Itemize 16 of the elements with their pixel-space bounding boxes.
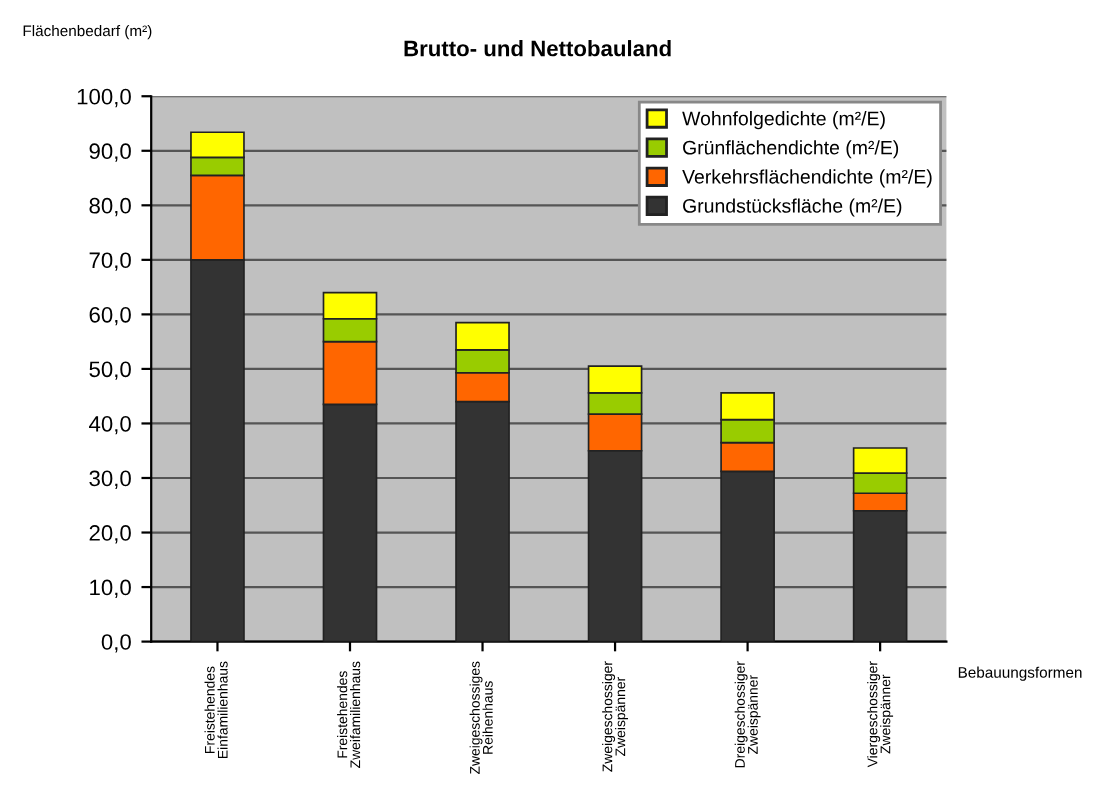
y-tick-label: 50,0 bbox=[89, 361, 131, 380]
y-tick-label: 0,0 bbox=[101, 634, 131, 653]
y-tick-label: 20,0 bbox=[89, 525, 131, 544]
y-tick-label: 70,0 bbox=[89, 252, 131, 271]
y-tick-label: 40,0 bbox=[89, 415, 131, 435]
legend-label: Wohnfolgedichte (m²/E) bbox=[682, 111, 885, 130]
y-tick-label: 10,0 bbox=[90, 579, 131, 598]
y-tick-label: 100,0 bbox=[77, 88, 131, 108]
y-tick-label: 60,0 bbox=[89, 306, 131, 326]
y-tick-label: 90,0 bbox=[89, 143, 131, 162]
legend-label: Grundstücksfläche (m²/E) bbox=[683, 198, 902, 217]
y-tick-label: 80,0 bbox=[89, 197, 131, 217]
chart-title: Brutto- und Nettobauland bbox=[404, 40, 671, 57]
y-tick-label: 30,0 bbox=[89, 470, 131, 489]
legend-label: Grünflächendichte (m²/E) bbox=[683, 140, 899, 159]
legend-label: Verkehrsflächendichte (m²/E) bbox=[682, 169, 932, 188]
